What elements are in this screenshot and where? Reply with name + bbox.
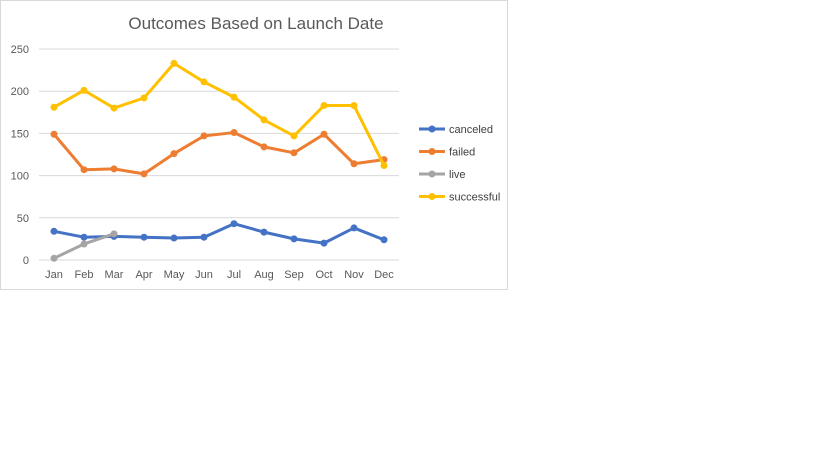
data-point-canceled — [350, 224, 358, 232]
data-point-failed — [290, 149, 298, 157]
legend-swatch-marker — [428, 125, 436, 133]
data-point-canceled — [320, 239, 328, 247]
data-point-live — [50, 254, 58, 262]
series-live — [50, 230, 118, 262]
data-point-failed — [140, 170, 148, 178]
series-canceled — [50, 220, 388, 247]
x-tick-label: Mar — [105, 269, 124, 281]
data-point-failed — [260, 143, 268, 151]
chart-title: Outcomes Based on Launch Date — [128, 14, 383, 33]
data-point-canceled — [170, 234, 178, 242]
data-point-successful — [50, 103, 58, 111]
data-point-failed — [50, 130, 58, 138]
legend-item-canceled: canceled — [419, 124, 493, 136]
data-point-successful — [110, 104, 118, 112]
data-point-successful — [80, 86, 88, 94]
x-tick-label: May — [164, 269, 185, 281]
data-point-successful — [230, 93, 238, 101]
x-tick-label: Oct — [315, 269, 332, 281]
x-tick-label: Dec — [374, 269, 394, 281]
series-line-failed — [52, 131, 386, 176]
data-point-successful — [380, 161, 388, 169]
y-tick-label: 250 — [11, 44, 29, 56]
y-tick-label: 150 — [11, 128, 29, 140]
y-tick-label: 200 — [11, 86, 29, 98]
data-point-successful — [200, 78, 208, 86]
chart-container: Outcomes Based on Launch Date 0 50 100 150 2… — [0, 0, 508, 290]
data-point-canceled — [140, 233, 148, 241]
data-point-failed — [110, 165, 118, 173]
data-point-failed — [80, 166, 88, 174]
x-tick-label: Feb — [75, 269, 94, 281]
legend-item-failed: failed — [419, 147, 475, 159]
data-point-canceled — [380, 236, 388, 244]
data-point-failed — [320, 130, 328, 138]
data-point-live — [110, 230, 118, 238]
series-line-canceled — [52, 222, 386, 245]
x-tick-label: Jul — [227, 269, 241, 281]
data-point-successful — [350, 102, 358, 110]
x-tick-label: Jan — [45, 269, 63, 281]
legend-label: canceled — [449, 124, 493, 136]
series-failed — [50, 129, 388, 178]
y-tick-label: 0 — [23, 255, 29, 267]
data-point-failed — [350, 160, 358, 168]
data-point-canceled — [50, 227, 58, 235]
legend: canceled failed live successful — [419, 124, 500, 204]
data-point-canceled — [290, 235, 298, 243]
line-chart: Outcomes Based on Launch Date 0 50 100 150 2… — [11, 14, 501, 281]
legend-swatch-marker — [428, 170, 436, 178]
legend-swatch-marker — [428, 193, 436, 200]
legend-item-successful: successful — [419, 192, 500, 204]
gridlines — [39, 48, 399, 261]
x-axis-ticks: Jan Feb Mar Apr May Jun Jul Aug Sep Oct Nov Dec — [45, 269, 394, 281]
x-tick-label: Nov — [344, 269, 364, 281]
x-tick-label: Jun — [195, 269, 213, 281]
legend-swatch-marker — [428, 148, 436, 155]
series-layer — [50, 59, 388, 262]
legend-item-live: live — [419, 169, 466, 181]
data-point-successful — [170, 59, 178, 67]
x-tick-label: Apr — [135, 269, 152, 281]
data-point-successful — [260, 116, 268, 124]
legend-label: live — [449, 169, 466, 181]
series-successful — [50, 59, 388, 169]
data-point-canceled — [230, 220, 238, 228]
legend-label: successful — [449, 192, 500, 204]
data-point-canceled — [200, 233, 208, 241]
y-axis-ticks: 0 50 100 150 200 250 — [11, 44, 29, 267]
data-point-successful — [290, 132, 298, 140]
data-point-canceled — [260, 228, 268, 236]
data-point-live — [80, 240, 88, 248]
data-point-failed — [230, 129, 238, 137]
y-tick-label: 100 — [11, 171, 29, 183]
data-point-canceled — [80, 233, 88, 241]
x-tick-label: Aug — [254, 269, 274, 281]
series-line-successful — [52, 61, 386, 167]
data-point-successful — [140, 94, 148, 102]
y-tick-label: 50 — [17, 213, 29, 225]
legend-label: failed — [449, 147, 475, 159]
data-point-failed — [170, 150, 178, 158]
data-point-successful — [320, 102, 328, 110]
data-point-failed — [200, 132, 208, 140]
x-tick-label: Sep — [284, 269, 304, 281]
